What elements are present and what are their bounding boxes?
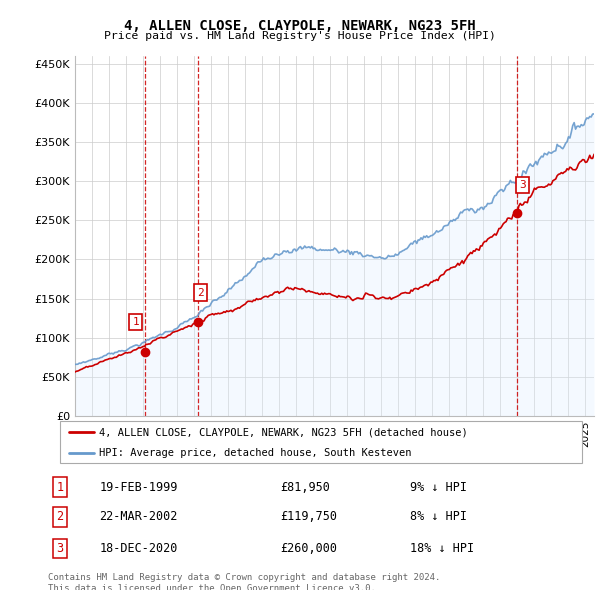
FancyBboxPatch shape <box>60 421 582 463</box>
Text: 2: 2 <box>197 287 204 297</box>
Text: £119,750: £119,750 <box>280 510 337 523</box>
Text: 3: 3 <box>520 180 526 190</box>
Text: 18-DEC-2020: 18-DEC-2020 <box>100 542 178 555</box>
Text: 9% ↓ HPI: 9% ↓ HPI <box>410 481 467 494</box>
Text: 22-MAR-2002: 22-MAR-2002 <box>100 510 178 523</box>
Text: 3: 3 <box>56 542 64 555</box>
Text: 1: 1 <box>56 481 64 494</box>
Text: Contains HM Land Registry data © Crown copyright and database right 2024.
This d: Contains HM Land Registry data © Crown c… <box>48 573 440 590</box>
Text: £81,950: £81,950 <box>280 481 330 494</box>
Text: 1: 1 <box>133 317 139 327</box>
Text: 19-FEB-1999: 19-FEB-1999 <box>100 481 178 494</box>
Text: £260,000: £260,000 <box>280 542 337 555</box>
Text: Price paid vs. HM Land Registry's House Price Index (HPI): Price paid vs. HM Land Registry's House … <box>104 31 496 41</box>
Text: 4, ALLEN CLOSE, CLAYPOLE, NEWARK, NG23 5FH (detached house): 4, ALLEN CLOSE, CLAYPOLE, NEWARK, NG23 5… <box>99 427 468 437</box>
Text: 8% ↓ HPI: 8% ↓ HPI <box>410 510 467 523</box>
Text: 18% ↓ HPI: 18% ↓ HPI <box>410 542 474 555</box>
Text: 4, ALLEN CLOSE, CLAYPOLE, NEWARK, NG23 5FH: 4, ALLEN CLOSE, CLAYPOLE, NEWARK, NG23 5… <box>124 19 476 33</box>
Text: 2: 2 <box>56 510 64 523</box>
Text: HPI: Average price, detached house, South Kesteven: HPI: Average price, detached house, Sout… <box>99 448 412 457</box>
